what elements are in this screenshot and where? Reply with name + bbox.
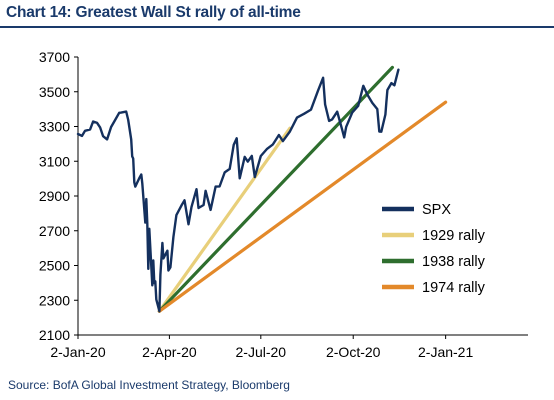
line-chart: 2100 2300 2500 2700 2900 3100 3300 3500 3700 2-J… [39, 49, 528, 360]
legend-label: 1974 rally [422, 280, 486, 296]
series-line-spx [76, 68, 400, 313]
x-tick-label: 2-Apr-20 [142, 344, 197, 360]
y-tick-label: 2700 [39, 223, 70, 239]
series-line-1938-rally [157, 65, 394, 313]
y-tick-label: 3700 [39, 49, 70, 65]
x-axis-ticks: 2-Jan-20 2-Apr-20 2-Jul-20 2-Oct-20 2-Jan-21 [50, 335, 473, 360]
x-tick-label: 2-Jan-20 [50, 344, 105, 360]
legend-label: 1938 rally [422, 254, 486, 270]
legend: SPX 1929 rally 1938 rally 1974 rally [382, 202, 486, 296]
y-tick-label: 2500 [39, 258, 70, 274]
title-divider [0, 26, 554, 28]
y-axis-ticks: 2100 2300 2500 2700 2900 3100 3300 3500 3700 [39, 49, 78, 343]
legend-label: SPX [422, 202, 451, 218]
series-lines [76, 65, 448, 313]
x-tick-label: 2-Jan-21 [418, 344, 473, 360]
series-line-1929-rally [157, 126, 292, 313]
y-tick-label: 2900 [39, 188, 70, 204]
legend-label: 1929 rally [422, 228, 486, 244]
y-tick-label: 2300 [39, 292, 70, 308]
x-tick-label: 2-Oct-20 [326, 344, 381, 360]
series-line-1974-rally [157, 100, 448, 313]
y-tick-label: 3500 [39, 84, 70, 100]
y-tick-label: 2100 [39, 327, 70, 343]
chart-title: Chart 14: Greatest Wall St rally of all-… [6, 4, 301, 21]
y-tick-label: 3100 [39, 153, 70, 169]
source-note: Source: BofA Global Investment Strategy,… [8, 378, 290, 392]
y-tick-label: 3300 [39, 119, 70, 135]
x-tick-label: 2-Jul-20 [236, 344, 287, 360]
